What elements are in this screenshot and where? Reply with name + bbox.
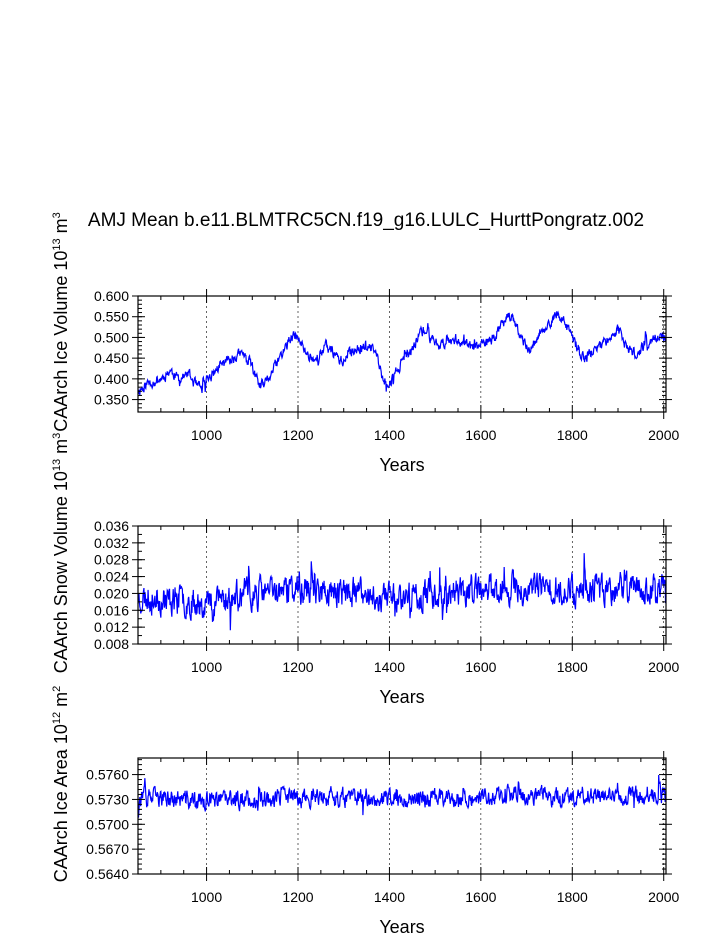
y-tick-label: 0.400 xyxy=(94,371,129,387)
y-tick-label: 0.008 xyxy=(94,636,129,652)
x-tick-label: 1000 xyxy=(191,889,222,905)
y-axis-label: CAArch Ice Area 1012 m2 xyxy=(51,686,71,882)
x-axis-label: Years xyxy=(379,687,424,707)
x-tick-label: 1800 xyxy=(557,427,588,443)
y-tick-label: 0.028 xyxy=(94,552,129,568)
x-tick-label: 2000 xyxy=(648,659,679,675)
chart-title: AMJ Mean b.e11.BLMTRC5CN.f19_g16.LULC_Hu… xyxy=(88,210,644,231)
y-tick-label: 0.020 xyxy=(94,585,129,601)
x-axis-label: Years xyxy=(379,455,424,475)
y-tick-label: 0.036 xyxy=(94,518,129,534)
data-series-line xyxy=(137,774,667,818)
y-axis-label: CAArch Snow Volume 1013 m3 xyxy=(51,433,71,673)
y-tick-label: 0.5640 xyxy=(86,866,129,882)
y-tick-label: 0.5730 xyxy=(86,791,129,807)
y-tick-label: 0.012 xyxy=(94,619,129,635)
y-tick-label: 0.5760 xyxy=(86,767,129,783)
y-tick-label: 0.5670 xyxy=(86,841,129,857)
y-tick-label: 0.550 xyxy=(94,309,129,325)
x-tick-label: 1400 xyxy=(374,427,405,443)
x-tick-label: 1200 xyxy=(282,659,313,675)
panel-3: 1000 1200 1400 1600 1800 2000 0.5640 0.5670 0.57… xyxy=(51,686,679,935)
x-tick-label: 1600 xyxy=(465,427,496,443)
y-tick-label: 0.500 xyxy=(94,329,129,345)
x-tick-label: 1600 xyxy=(465,659,496,675)
x-tick-label: 1200 xyxy=(282,427,313,443)
y-tick-label: 0.5700 xyxy=(86,816,129,832)
y-tick-label: 0.032 xyxy=(94,535,129,551)
data-series-line xyxy=(137,310,667,396)
y-axis-label: CAArch Ice Volume 1013 m3 xyxy=(51,212,71,431)
x-tick-label: 1600 xyxy=(465,889,496,905)
x-axis-label: Years xyxy=(379,917,424,935)
x-tick-label: 1800 xyxy=(557,889,588,905)
x-tick-label: 1200 xyxy=(282,889,313,905)
x-tick-label: 1400 xyxy=(374,659,405,675)
data-series-line xyxy=(137,553,667,631)
x-tick-label: 1000 xyxy=(191,659,222,675)
y-tick-label: 0.016 xyxy=(94,602,129,618)
x-tick-label: 1000 xyxy=(191,427,222,443)
y-tick-label: 0.350 xyxy=(94,392,129,408)
y-tick-label: 0.450 xyxy=(94,350,129,366)
x-tick-label: 2000 xyxy=(648,427,679,443)
y-tick-label: 0.024 xyxy=(94,569,129,585)
panel-2: 1000 1200 1400 1600 1800 20000.0080.0120.0160… xyxy=(51,433,679,707)
panel-1: 1000 1200 1400 1600 1800 2000 0.350 0.400 0.450 0… xyxy=(51,212,679,475)
y-tick-label: 0.600 xyxy=(94,288,129,304)
plot-frame xyxy=(137,757,667,875)
x-tick-label: 2000 xyxy=(648,889,679,905)
x-tick-label: 1400 xyxy=(374,889,405,905)
x-tick-label: 1800 xyxy=(557,659,588,675)
